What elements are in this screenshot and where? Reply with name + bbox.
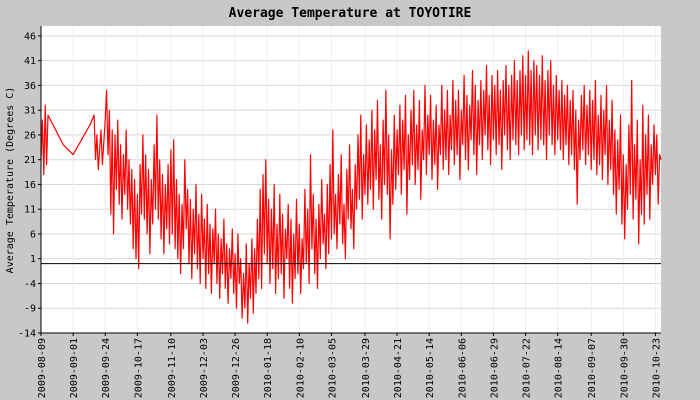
gridlines xyxy=(40,26,661,334)
x-tick-label: 2010-05-14 xyxy=(425,338,436,398)
x-tick-label: 2010-01-18 xyxy=(263,338,274,398)
y-tick-label: -14 xyxy=(18,329,36,340)
x-tick-label: 2009-08-09 xyxy=(37,338,48,398)
y-tick-label: 41 xyxy=(24,56,36,67)
y-tick-label: 6 xyxy=(30,229,36,240)
x-tick-label: 2010-08-14 xyxy=(554,338,565,398)
x-tick-label: 2009-12-03 xyxy=(199,338,210,398)
y-tick-label: 11 xyxy=(24,205,36,216)
x-tick-label: 2010-09-30 xyxy=(619,338,630,398)
y-tick-label: -9 xyxy=(24,304,36,315)
x-tick-labels: 2009-08-09 2009-09-01 2009-09-24 2009-10-17… xyxy=(37,333,662,398)
x-tick-label: 2010-04-21 xyxy=(393,338,404,398)
y-tick-label: 16 xyxy=(24,180,36,191)
x-tick-label: 2010-09-07 xyxy=(587,338,598,398)
y-tick-label: 26 xyxy=(24,130,36,141)
y-tick-label: 31 xyxy=(24,106,36,117)
temperature-series-line xyxy=(40,50,662,324)
x-tick-label: 2010-03-05 xyxy=(327,338,338,398)
x-tick-label: 2009-10-17 xyxy=(133,338,144,398)
x-tick-label: 2009-12-26 xyxy=(231,338,242,398)
y-axis-label: Average Temperature (Degrees C) xyxy=(5,87,16,274)
x-tick-label: 2009-11-10 xyxy=(167,338,178,398)
x-tick-label: 2010-07-22 xyxy=(522,338,533,398)
x-tick-label: 2009-09-24 xyxy=(101,338,112,398)
y-tick-label: 1 xyxy=(30,254,36,265)
y-tick-label: 21 xyxy=(24,155,36,166)
y-tick-label: 36 xyxy=(24,81,36,92)
x-tick-label: 2010-10-23 xyxy=(651,338,662,398)
chart-title: Average Temperature at TOYOTIRE xyxy=(229,6,472,21)
y-tick-label: 46 xyxy=(24,31,36,42)
x-tick-label: 2010-02-10 xyxy=(295,338,306,398)
y-tick-label: -4 xyxy=(24,279,36,290)
x-tick-label: 2010-06-06 xyxy=(457,338,468,398)
x-tick-label: 2010-06-29 xyxy=(489,338,500,398)
x-tick-label: 2009-09-01 xyxy=(69,338,80,398)
x-tick-label: 2010-03-29 xyxy=(361,338,372,398)
